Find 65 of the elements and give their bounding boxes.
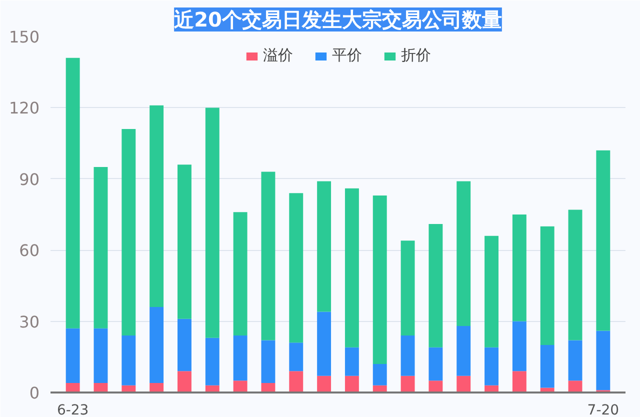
legend-label: 平价 <box>332 46 362 65</box>
bar <box>233 380 248 392</box>
bar <box>66 328 80 384</box>
bar <box>205 338 220 386</box>
y-tick-label: 90 <box>19 170 40 189</box>
bar <box>289 342 304 372</box>
bar <box>289 371 304 392</box>
bar <box>512 371 526 392</box>
y-tick-label: 150 <box>8 28 40 46</box>
bar <box>512 321 526 372</box>
bar <box>428 347 443 381</box>
bar <box>178 318 192 372</box>
bar <box>94 167 108 328</box>
bar <box>317 312 332 376</box>
y-tick-label: 120 <box>8 98 40 118</box>
bar <box>205 108 220 338</box>
bar <box>400 240 415 336</box>
bar <box>512 214 526 322</box>
chart-title: 近20个交易日发生大宗交易公司数量 <box>173 8 502 32</box>
bar <box>456 376 471 392</box>
bar <box>66 58 80 328</box>
y-tick-label: 0 <box>29 384 40 402</box>
y-tick-label: 60 <box>19 241 40 260</box>
bar <box>150 383 164 392</box>
bar <box>540 226 554 346</box>
bar <box>428 224 443 348</box>
bar <box>233 212 248 336</box>
bar <box>456 326 471 376</box>
bar <box>596 150 610 331</box>
bar <box>122 336 136 386</box>
bar <box>261 383 276 392</box>
legend-label: 溢价 <box>263 46 293 65</box>
bar <box>289 193 304 343</box>
bar <box>122 129 136 336</box>
bar <box>344 376 359 392</box>
x-tick-label: 6-23 <box>56 402 89 417</box>
bar <box>317 181 332 312</box>
bar <box>540 345 554 388</box>
bar <box>428 380 443 392</box>
bar <box>372 196 387 364</box>
x-tick-label: 7-20 <box>587 402 620 417</box>
y-tick-label: 30 <box>19 312 40 332</box>
bar <box>94 328 108 384</box>
bar <box>568 340 582 381</box>
bar <box>317 376 332 392</box>
bar <box>261 340 276 384</box>
bar <box>344 347 359 376</box>
bar <box>233 336 248 381</box>
bar <box>484 347 498 386</box>
bar <box>484 236 498 348</box>
bar <box>400 376 415 392</box>
bar <box>568 380 582 392</box>
bar <box>66 383 80 392</box>
bar <box>400 336 415 376</box>
bar <box>150 105 164 308</box>
bar <box>372 364 387 386</box>
bar <box>150 307 164 384</box>
bar <box>456 181 471 326</box>
bar <box>596 330 610 390</box>
bar <box>344 188 359 348</box>
bar <box>261 172 276 340</box>
bar <box>178 371 192 392</box>
bar <box>568 210 582 340</box>
bar <box>178 164 192 319</box>
legend-label: 折价 <box>401 46 431 65</box>
